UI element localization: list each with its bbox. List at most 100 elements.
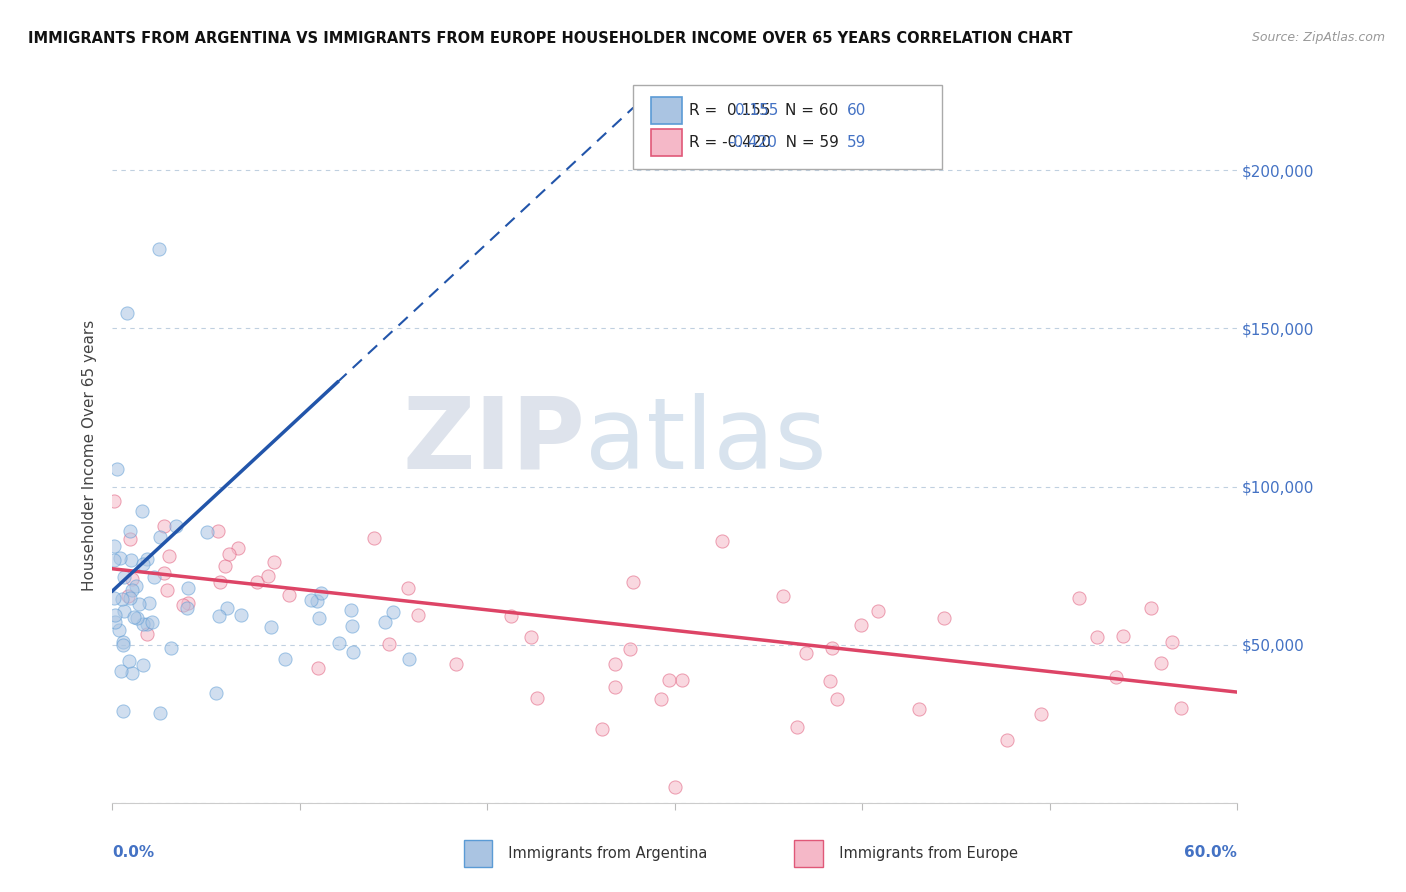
Point [256, 569, 278, 583]
Point [650, 691, 672, 706]
Point [772, 589, 794, 603]
Text: Immigrants from Europe: Immigrants from Europe [830, 847, 1018, 861]
Point [131, 657, 153, 672]
Point [245, 575, 267, 590]
Point [821, 641, 844, 656]
Point [120, 532, 142, 546]
Y-axis label: Householder Income Over 65 years: Householder Income Over 65 years [82, 319, 97, 591]
Point [156, 582, 179, 597]
Point [214, 559, 236, 574]
Point [1170, 701, 1192, 715]
Point [132, 557, 155, 571]
Point [794, 646, 817, 660]
Point [299, 592, 322, 607]
Point [128, 597, 150, 611]
Point [136, 627, 159, 641]
Text: 59: 59 [846, 136, 866, 150]
Point [308, 611, 330, 625]
Point [108, 551, 131, 566]
Point [519, 630, 541, 644]
Point [148, 243, 170, 257]
Point [117, 589, 139, 603]
Point [605, 680, 627, 694]
Point [1140, 600, 1163, 615]
Text: 0.155: 0.155 [735, 103, 779, 118]
Point [122, 609, 145, 624]
Point [121, 572, 143, 586]
Point [309, 585, 332, 599]
Text: R = -0.420   N = 59: R = -0.420 N = 59 [689, 136, 839, 150]
Point [340, 602, 363, 616]
Point [658, 673, 681, 687]
Point [127, 611, 149, 625]
Point [103, 494, 125, 508]
Point [176, 601, 198, 615]
Point [218, 547, 240, 561]
Text: Source: ZipAtlas.com: Source: ZipAtlas.com [1251, 31, 1385, 45]
Point [135, 552, 157, 566]
Point [215, 601, 238, 615]
Text: -0.420: -0.420 [728, 136, 778, 150]
Point [111, 704, 134, 718]
Point [104, 615, 127, 629]
Point [120, 591, 142, 605]
Point [342, 645, 364, 659]
Point [406, 607, 429, 622]
Point [121, 582, 143, 597]
Point [177, 581, 200, 595]
Point [995, 732, 1018, 747]
Point [934, 611, 956, 625]
Point [868, 604, 890, 618]
Point [149, 706, 172, 720]
Point [1112, 629, 1135, 643]
Point [274, 651, 297, 665]
Point [205, 686, 228, 700]
Point [131, 503, 153, 517]
Point [363, 531, 385, 545]
Point [374, 615, 396, 630]
Point [108, 624, 131, 638]
Point [138, 596, 160, 610]
Point [1085, 630, 1108, 644]
Point [103, 591, 125, 605]
Point [110, 664, 132, 678]
Point [112, 605, 135, 619]
Point [444, 657, 467, 672]
Point [305, 593, 328, 607]
Point [195, 524, 218, 539]
Text: R =  0.155   N = 60: R = 0.155 N = 60 [689, 103, 838, 118]
Point [114, 570, 136, 584]
Point [907, 701, 929, 715]
Point [105, 462, 128, 476]
Point [786, 720, 808, 734]
Point [851, 618, 873, 632]
Point [226, 541, 249, 555]
Point [120, 553, 142, 567]
Point [263, 555, 285, 569]
Text: 60: 60 [846, 103, 866, 118]
Point [160, 641, 183, 656]
Point [117, 305, 139, 319]
Point [209, 575, 232, 590]
Point [398, 652, 420, 666]
Point [591, 722, 613, 736]
Point [141, 615, 163, 630]
Point [153, 566, 176, 581]
Point [111, 591, 134, 606]
Point [340, 619, 363, 633]
Point [136, 616, 159, 631]
Point [1029, 707, 1052, 722]
Point [827, 691, 849, 706]
Point [172, 598, 194, 612]
Point [149, 530, 172, 544]
Text: 0.0%: 0.0% [112, 845, 155, 860]
Point [623, 574, 645, 589]
Point [378, 637, 401, 651]
Point [103, 607, 125, 622]
Point [603, 657, 626, 671]
Point [619, 641, 641, 656]
Point [152, 519, 174, 533]
Point [132, 616, 155, 631]
Point [396, 581, 419, 595]
Text: IMMIGRANTS FROM ARGENTINA VS IMMIGRANTS FROM EUROPE HOUSEHOLDER INCOME OVER 65 Y: IMMIGRANTS FROM ARGENTINA VS IMMIGRANTS … [28, 31, 1073, 46]
